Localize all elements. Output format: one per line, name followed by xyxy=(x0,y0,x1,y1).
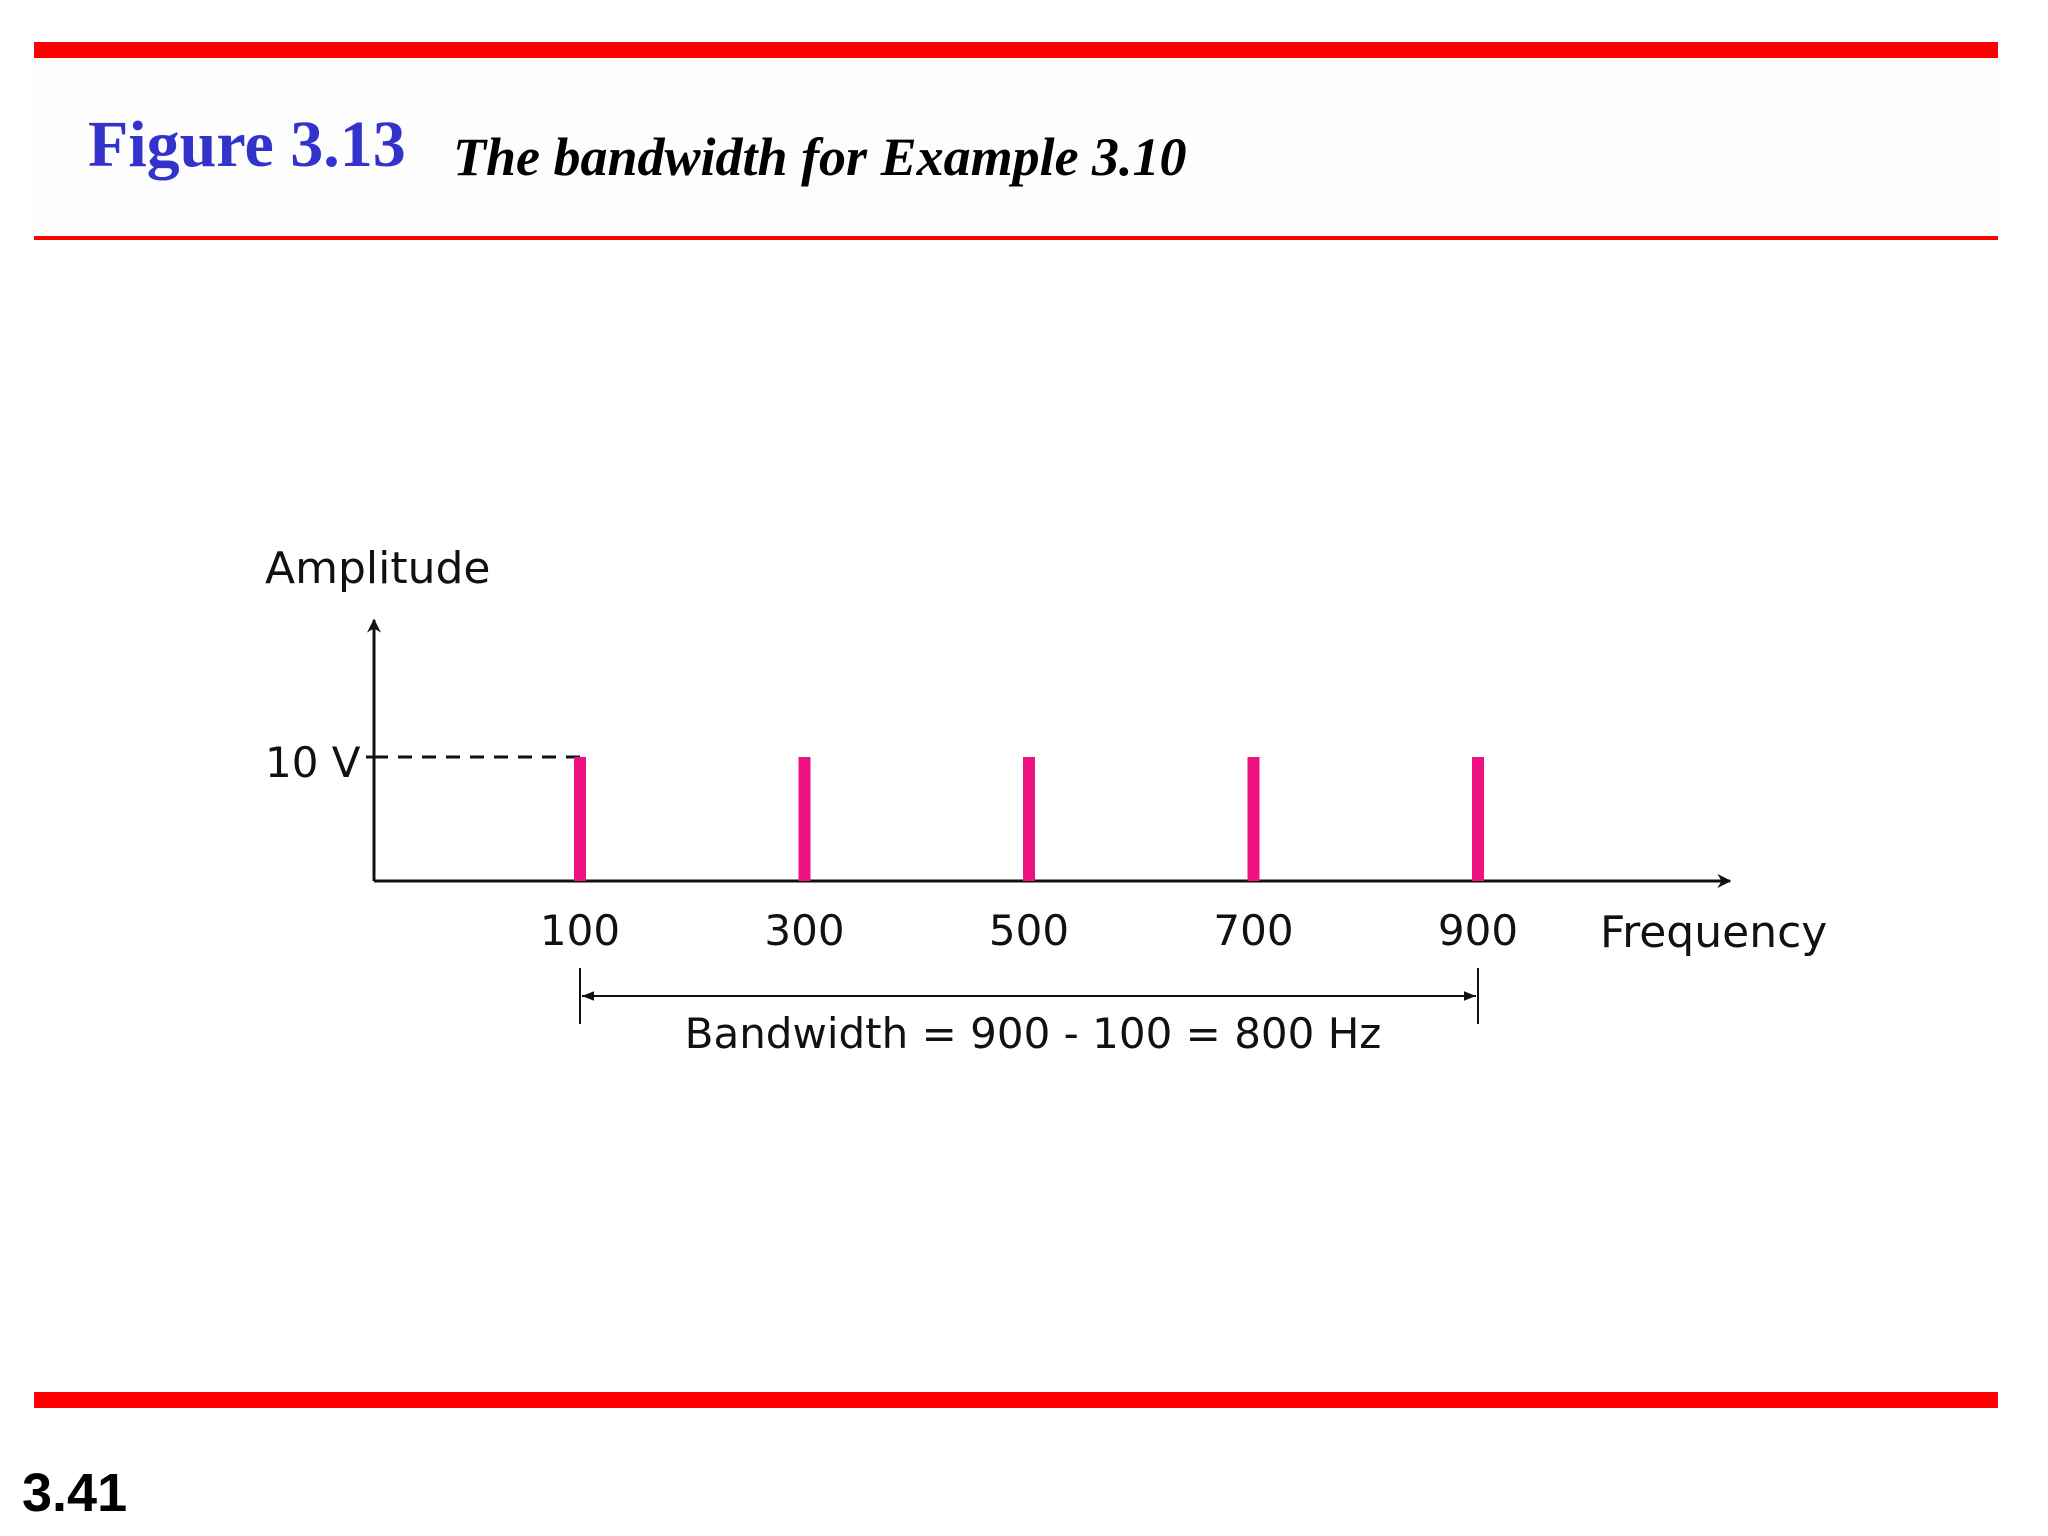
slide-number: 3.41 xyxy=(22,1463,128,1523)
x-tick-label-100: 100 xyxy=(540,906,620,955)
x-tick-label-700: 700 xyxy=(1213,906,1293,955)
top-rule xyxy=(34,42,1998,58)
y-tick-label: 10 V xyxy=(265,738,361,787)
bar-700 xyxy=(1247,757,1260,881)
figure-label: Figure 3.13 xyxy=(88,108,406,181)
bottom-rule xyxy=(34,1392,1998,1408)
x-tick-label-900: 900 xyxy=(1438,906,1518,955)
bar-100 xyxy=(574,757,586,881)
bar-900 xyxy=(1472,757,1484,881)
y-axis-label: Amplitude xyxy=(265,543,490,594)
title-band xyxy=(34,58,1998,236)
x-tick-label-300: 300 xyxy=(764,906,844,955)
title-rule xyxy=(34,236,1998,240)
bandwidth-annotation: Bandwidth = 900 - 100 = 800 Hz xyxy=(685,1009,1382,1058)
figure-caption: The bandwidth for Example 3.10 xyxy=(453,127,1187,187)
x-tick-label-500: 500 xyxy=(989,906,1069,955)
bar-300 xyxy=(798,757,811,881)
bar-500 xyxy=(1023,757,1035,881)
x-axis-label: Frequency xyxy=(1600,907,1827,958)
